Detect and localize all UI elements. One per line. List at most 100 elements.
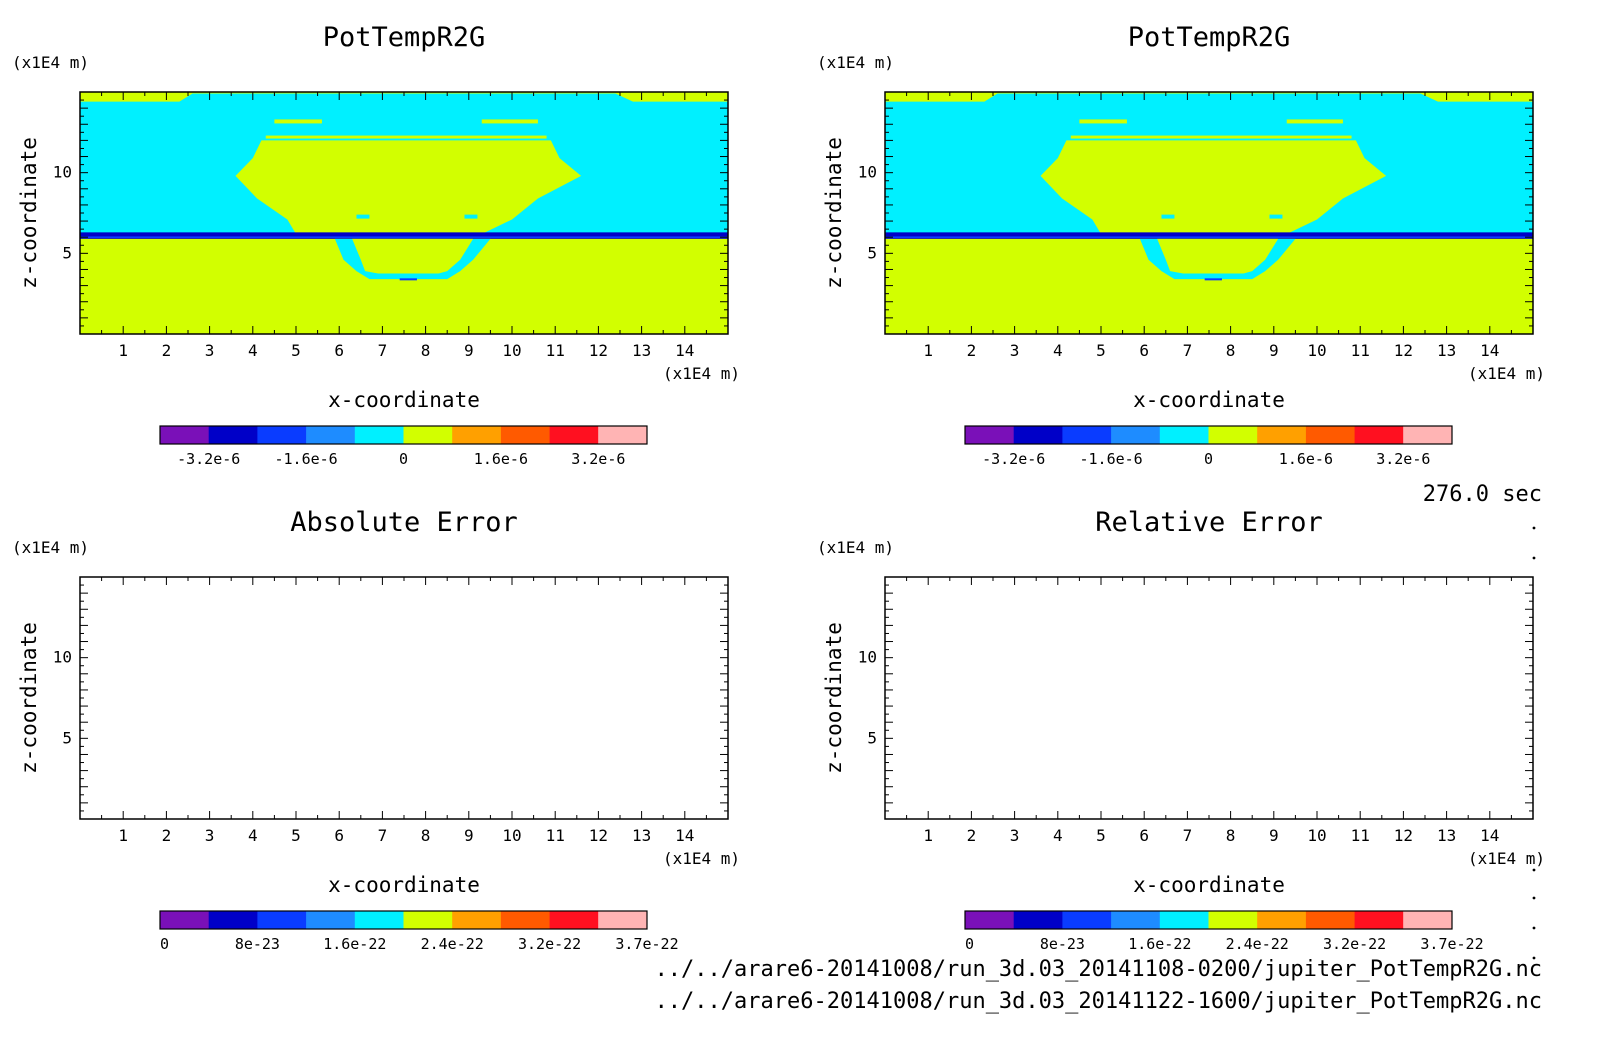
colorbar-swatch <box>208 911 258 929</box>
field-spot <box>464 214 478 219</box>
y-tick-label: 5 <box>62 728 72 747</box>
field-band-dark <box>885 232 1533 239</box>
colorbar-swatch <box>965 911 1015 929</box>
colorbar-swatch <box>257 426 307 444</box>
colorbar-tick-label: 3.7e-22 <box>615 935 678 953</box>
colorbar-swatch-end <box>598 426 647 444</box>
chart-panel-1: PotTempR2G(x1E4 m)1 2 3 4 5 6 7 8 9 10 11 12 13 14510… <box>12 22 740 468</box>
y-tick-label: 10 <box>858 163 877 182</box>
margin-dot <box>1532 868 1536 872</box>
x-tick-label: 7 <box>378 341 388 360</box>
file-path-1: ../../arare6-20141008/run_3d.03_20141108… <box>654 957 1542 982</box>
colorbar-tick-label: 8e-23 <box>1040 935 1085 953</box>
field-streak <box>481 119 538 124</box>
colorbar-swatch <box>354 426 404 444</box>
x-unit-label: (x1E4 m) <box>663 849 740 868</box>
colorbar-swatch <box>1257 426 1307 444</box>
colorbar-tick-label: 1.6e-22 <box>323 935 386 953</box>
colorbar-tick-label: 3.7e-22 <box>1420 935 1483 953</box>
colorbar-swatch <box>1013 426 1063 444</box>
colorbar-swatch <box>1208 911 1258 929</box>
colorbar-swatch <box>1111 911 1161 929</box>
field-spot <box>356 214 370 219</box>
x-tick-label: 13 <box>632 341 651 360</box>
colorbar-tick-label: 0 <box>399 450 408 468</box>
colorbar-tick-label: 1.6e-6 <box>474 450 528 468</box>
x-tick-label: 10 <box>502 826 521 845</box>
x-tick-label: 6 <box>334 826 344 845</box>
x-tick-label: 2 <box>162 826 172 845</box>
y-axis-label: z-coordinate <box>822 622 846 774</box>
x-tick-label: 14 <box>1480 341 1499 360</box>
colorbar-swatch <box>1062 911 1112 929</box>
colorbar-swatch <box>403 426 453 444</box>
colorbar-swatch <box>354 911 404 929</box>
margin-dot <box>1532 956 1536 960</box>
field-streak <box>1079 119 1127 124</box>
x-tick-label: 4 <box>248 341 258 360</box>
y-unit-label: (x1E4 m) <box>12 53 89 72</box>
colorbar-swatch <box>1305 911 1356 929</box>
x-unit-label: (x1E4 m) <box>1468 849 1545 868</box>
chart-title: PotTempR2G <box>323 22 486 53</box>
colorbar-tick-label: 0 <box>965 935 974 953</box>
x-tick-label: 14 <box>675 341 694 360</box>
y-axis-label: z-coordinate <box>17 137 41 289</box>
colorbar-tick-label: -1.6e-6 <box>274 450 337 468</box>
margin-dot <box>1532 526 1536 530</box>
field-plume <box>235 140 582 234</box>
x-tick-label: 6 <box>334 341 344 360</box>
x-tick-label: 5 <box>1096 826 1106 845</box>
colorbar-tick-label: -1.6e-6 <box>1079 450 1142 468</box>
margin-dot <box>1532 896 1536 900</box>
field-plume <box>1040 140 1387 234</box>
x-tick-label: 1 <box>923 341 933 360</box>
x-tick-label: 10 <box>502 341 521 360</box>
colorbar-swatch-end <box>1403 426 1452 444</box>
x-tick-label: 5 <box>291 826 301 845</box>
y-tick-label: 5 <box>867 728 877 747</box>
colorbar-swatch <box>1354 426 1404 444</box>
field-streak <box>274 119 322 124</box>
chart-panel-3: Absolute Error(x1E4 m)1 2 3 4 5 6 7 8 9 10 11 12 13 1… <box>12 507 740 953</box>
x-tick-label: 12 <box>589 826 608 845</box>
y-tick-label: 10 <box>53 648 72 667</box>
colorbar-swatch <box>549 426 599 444</box>
chart-panel-4: Relative Error(x1E4 m)1 2 3 4 5 6 7 8 9 10 11 12 13 1… <box>817 507 1545 953</box>
x-tick-label: 14 <box>1480 826 1499 845</box>
colorbar-swatch-end <box>598 911 647 929</box>
y-axis-label: z-coordinate <box>822 137 846 289</box>
x-tick-label: 4 <box>1053 826 1063 845</box>
colorbar-swatch <box>1208 426 1258 444</box>
colorbar-swatch <box>1062 426 1112 444</box>
x-tick-label: 6 <box>1139 341 1149 360</box>
field-band-mid <box>80 236 728 239</box>
x-tick-label: 14 <box>675 826 694 845</box>
contour-field <box>885 92 1533 334</box>
colorbar-tick-label: 1.6e-22 <box>1128 935 1191 953</box>
x-axis-label: x-coordinate <box>328 388 480 412</box>
x-tick-label: 2 <box>162 341 172 360</box>
colorbar-swatch <box>1257 911 1307 929</box>
x-tick-label: 12 <box>1394 826 1413 845</box>
chart-title: Relative Error <box>1095 507 1323 538</box>
x-tick-label: 11 <box>1351 341 1370 360</box>
time-label: 276.0 sec <box>1422 482 1542 507</box>
y-tick-label: 10 <box>858 648 877 667</box>
colorbar-swatch <box>1305 426 1356 444</box>
x-tick-label: 2 <box>967 341 977 360</box>
x-axis-label: x-coordinate <box>328 873 480 897</box>
colorbar-tick-label: 3.2e-6 <box>571 450 625 468</box>
colorbar-tick-label: 3.2e-6 <box>1376 450 1430 468</box>
x-tick-label: 1 <box>118 341 128 360</box>
x-tick-label: 12 <box>589 341 608 360</box>
x-tick-label: 4 <box>1053 341 1063 360</box>
colorbar-frame <box>964 910 1453 930</box>
x-tick-label: 3 <box>205 341 215 360</box>
x-unit-label: (x1E4 m) <box>1468 364 1545 383</box>
x-tick-label: 7 <box>1183 341 1193 360</box>
contour-field <box>80 92 728 334</box>
colorbar-tick-label: 0 <box>1204 450 1213 468</box>
colorbar-tick-label: 1.6e-6 <box>1279 450 1333 468</box>
